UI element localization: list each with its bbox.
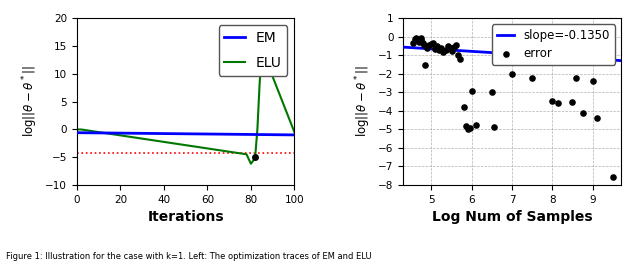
ELU: [88, 130, 96, 133]
Text: Figure 1: Illustration for the case with k=1. Left: The optimization traces of E: Figure 1: Illustration for the case with…: [6, 252, 372, 261]
EM: [236, 133, 244, 136]
error: [412, 37, 422, 42]
error: [422, 45, 433, 49]
Legend: slope=-0.1350, error: slope=-0.1350, error: [492, 24, 615, 65]
EM: [88, 131, 96, 134]
Legend: EM, ELU: EM, ELU: [218, 25, 287, 76]
error: [449, 45, 459, 49]
error: [487, 90, 497, 95]
ELU: [204, 147, 211, 150]
error: [440, 48, 451, 52]
Line: EM: EM: [77, 133, 294, 135]
EM: [291, 133, 298, 136]
error: [458, 105, 468, 109]
error: [454, 57, 465, 61]
ELU: [127, 135, 135, 139]
error: [527, 76, 537, 80]
error: [553, 101, 563, 105]
error: [419, 43, 429, 47]
error: [411, 36, 421, 40]
error: [438, 50, 449, 54]
error: [451, 43, 461, 47]
error: [413, 40, 424, 44]
error: [547, 99, 557, 103]
ELU: [225, 150, 233, 153]
error: [507, 72, 517, 76]
error: [461, 124, 471, 128]
error: [415, 38, 426, 43]
ELU: [247, 162, 255, 165]
error: [465, 125, 475, 130]
error: [435, 48, 445, 52]
error: [442, 44, 452, 48]
Y-axis label: $\log||\theta - \theta^*||$: $\log||\theta - \theta^*||$: [20, 66, 40, 138]
ELU: [173, 142, 180, 145]
EM: [225, 133, 233, 136]
Y-axis label: $\log||\theta - \theta^*||$: $\log||\theta - \theta^*||$: [353, 66, 372, 138]
error: [430, 47, 440, 51]
error: [607, 175, 618, 180]
error: [447, 49, 457, 54]
error: [588, 79, 598, 83]
error: [444, 46, 454, 50]
error: [422, 46, 432, 50]
error: [428, 40, 438, 45]
error: [591, 116, 602, 120]
error: [470, 122, 481, 127]
X-axis label: Log Num of Samples: Log Num of Samples: [432, 210, 592, 224]
error: [452, 52, 463, 57]
error: [436, 46, 447, 50]
error: [572, 76, 582, 80]
X-axis label: Iterations: Iterations: [147, 210, 224, 224]
EM: [173, 132, 180, 135]
ELU: [73, 128, 81, 131]
error: [567, 100, 577, 104]
error: [420, 63, 431, 67]
error: [416, 36, 426, 41]
error: [426, 42, 436, 46]
error: [408, 41, 419, 45]
ELU: [236, 152, 244, 155]
error: [463, 127, 473, 131]
error: [489, 125, 499, 129]
EM: [73, 131, 81, 134]
Line: ELU: ELU: [77, 49, 294, 164]
error: [433, 44, 443, 48]
error: [467, 89, 477, 94]
error: [417, 41, 428, 45]
ELU: [258, 48, 266, 51]
error: [577, 111, 588, 115]
error: [424, 43, 435, 48]
ELU: [291, 131, 298, 134]
error: [414, 39, 424, 43]
error: [410, 37, 420, 41]
EM: [127, 132, 135, 135]
EM: [204, 133, 211, 136]
